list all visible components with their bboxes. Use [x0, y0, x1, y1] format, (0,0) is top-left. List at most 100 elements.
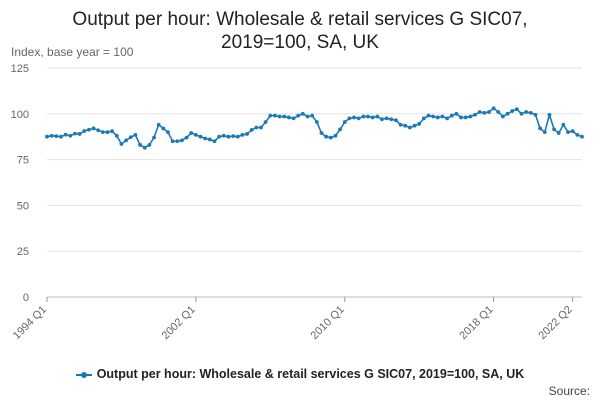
data-point — [524, 110, 529, 114]
chart-title-line-1: Output per hour: Wholesale & retail serv… — [72, 9, 528, 30]
x-tick-label: 2002 Q1 — [160, 304, 198, 342]
data-point — [375, 114, 380, 119]
x-tick-label: 1994 Q1 — [11, 304, 49, 342]
data-point — [203, 136, 208, 141]
data-point — [152, 135, 156, 140]
data-point — [82, 129, 87, 133]
data-point — [221, 133, 226, 138]
data-point — [147, 143, 152, 147]
data-point — [403, 123, 408, 128]
data-point — [580, 134, 584, 139]
chart-title: Output per hour: Wholesale & retail serv… — [0, 8, 600, 54]
data-point — [468, 114, 473, 119]
source-label: Source: — [548, 384, 590, 398]
data-point — [435, 115, 440, 120]
data-point — [370, 115, 375, 120]
data-point — [291, 116, 296, 121]
data-point — [510, 109, 515, 113]
data-point — [114, 133, 119, 138]
data-point — [259, 125, 263, 130]
data-point — [68, 133, 73, 138]
data-point — [333, 133, 338, 138]
data-point — [296, 113, 301, 118]
data-point — [501, 114, 505, 119]
data-point — [282, 114, 287, 119]
data-point — [366, 114, 370, 119]
data-point — [514, 107, 519, 112]
legend-marker-icon — [75, 370, 92, 380]
data-point — [440, 114, 445, 119]
data-point — [547, 112, 552, 117]
data-point — [482, 110, 487, 115]
data-point — [347, 116, 352, 121]
data-point — [445, 116, 449, 121]
data-point — [59, 134, 63, 139]
y-tick-label: 0 — [23, 292, 29, 304]
data-point — [138, 143, 142, 147]
data-point — [161, 126, 166, 131]
y-axis-ticks: 0 25 50 75 100 125 — [11, 63, 29, 304]
data-point — [277, 114, 282, 119]
data-point — [86, 127, 91, 132]
data-point — [431, 114, 436, 119]
data-point — [389, 117, 394, 122]
data-point — [49, 133, 54, 138]
data-point — [454, 111, 459, 116]
data-point — [394, 118, 398, 123]
data-point — [54, 134, 59, 139]
data-point — [538, 126, 543, 131]
data-point — [100, 130, 105, 135]
data-point — [561, 122, 566, 127]
chart-title-line-2: 2019=100, SA, UK — [221, 32, 379, 53]
data-point — [184, 135, 189, 140]
data-point — [124, 138, 128, 143]
data-point — [128, 135, 133, 140]
data-point — [198, 134, 203, 139]
data-point — [477, 110, 482, 114]
y-tick-label: 100 — [11, 109, 29, 121]
data-point — [426, 113, 431, 118]
data-point — [73, 131, 77, 136]
data-point — [533, 112, 538, 117]
legend: Output per hour: Wholesale & retail serv… — [0, 367, 600, 381]
legend-label: Output per hour: Wholesale & retail serv… — [96, 367, 525, 381]
data-point — [175, 139, 180, 144]
y-axis-unit-label: Index, base year = 100 — [11, 45, 134, 59]
data-point — [166, 130, 170, 135]
data-point — [528, 110, 533, 115]
data-point — [566, 130, 570, 135]
data-point — [556, 131, 561, 135]
data-point — [421, 116, 426, 121]
data-point — [463, 115, 468, 120]
data-point — [361, 114, 366, 119]
data-point — [245, 132, 249, 136]
x-tick-label: 2022 Q2 — [536, 304, 574, 342]
y-tick-label: 50 — [17, 200, 29, 212]
data-point — [342, 120, 347, 124]
data-point — [384, 116, 389, 121]
data-point — [314, 120, 319, 124]
data-point — [319, 131, 324, 135]
data-point — [45, 134, 49, 139]
data-point — [300, 111, 305, 116]
data-point — [156, 122, 161, 127]
data-point — [96, 128, 101, 133]
x-tick-label: 2018 Q1 — [457, 304, 495, 342]
data-point — [180, 138, 184, 143]
y-tick-label: 25 — [17, 246, 29, 258]
data-point — [91, 126, 96, 131]
data-point — [505, 111, 510, 116]
data-point — [254, 125, 259, 130]
data-point — [212, 139, 217, 144]
data-point — [217, 134, 222, 139]
data-point — [324, 134, 329, 139]
data-point — [407, 125, 412, 130]
data-point — [459, 115, 463, 120]
data-point — [189, 131, 194, 135]
data-point — [305, 114, 310, 119]
data-point — [473, 112, 477, 117]
data-point — [231, 134, 235, 139]
data-point — [170, 139, 175, 144]
data-point — [110, 129, 115, 134]
